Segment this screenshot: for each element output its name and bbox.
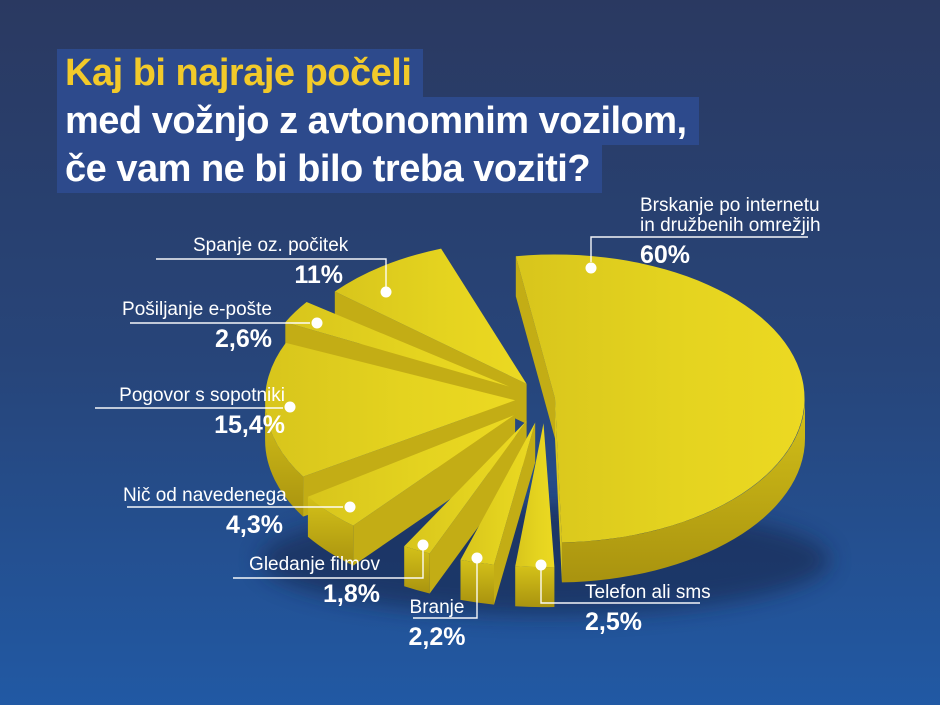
pie-slice-wall-nic-od-navedenega	[353, 415, 514, 566]
pie-slice-wall-gledanje-filmov	[429, 420, 527, 594]
pie-slice-top-brskanje-po-internetu	[515, 254, 805, 543]
callout-label: Pošiljanje e-pošte	[122, 299, 272, 320]
callout-spanje: Spanje oz. počitek 11%	[193, 235, 349, 289]
leader-dot-branje	[471, 552, 483, 564]
pie-slice-wall-brskanje-po-internetu	[515, 256, 555, 439]
callout-posiljanje: Pošiljanje e-pošte 2,6%	[120, 299, 272, 353]
pie-slice-rim-pogovor-s-sopotniki	[265, 400, 304, 517]
pie-slice-top-telefon-ali-sms	[515, 423, 555, 568]
callout-value: 15,4%	[214, 411, 285, 439]
leader-line-branje	[413, 563, 478, 619]
callout-label: Telefon ali sms	[585, 582, 711, 603]
callout-telefon: Telefon ali sms 2,5%	[585, 582, 711, 636]
title-line-2: med vožnjo z avtonomnim vozilom,	[57, 97, 699, 145]
callout-value: 4,3%	[226, 511, 283, 539]
leader-line-gledanje	[233, 550, 424, 579]
title-block: Kaj bi najraje počeli med vožnjo z avton…	[57, 49, 699, 193]
pie-slice-rim-gledanje-filmov	[404, 546, 430, 594]
leader-line-telefon	[540, 570, 700, 604]
leader-dot-spanje	[380, 286, 392, 298]
callout-label: Pogovor s sopotniki	[119, 385, 285, 406]
pie-slice-rim-brskanje-po-internetu	[561, 398, 805, 583]
pie-slice-top-posiljanje-e-poste	[285, 302, 510, 387]
callout-value: 2,6%	[215, 325, 272, 353]
leader-dot-gledanje	[417, 539, 429, 551]
callout-value: 11%	[294, 261, 343, 289]
callout-gledanje: Gledanje filmov 1,8%	[220, 554, 380, 608]
pie-slice-top-pogovor-s-sopotniki	[265, 342, 516, 477]
callout-leaders	[95, 236, 808, 619]
pie-slice-top-branje	[460, 422, 536, 565]
pie-slice-nic-od-navedenega	[307, 415, 514, 566]
pie-slice-top-spanje-oz-pocitek	[334, 248, 527, 384]
callout-branje: Branje 2,2%	[406, 597, 468, 651]
callout-value: 60%	[640, 241, 691, 269]
title-line-1: Kaj bi najraje počeli	[57, 49, 424, 97]
callout-label: Brskanje po internetu in družbenih omrež…	[640, 195, 821, 236]
leader-line-brskanje	[590, 236, 808, 262]
pie-slice-telefon-ali-sms	[515, 423, 555, 608]
leader-dot-posiljanje	[311, 317, 323, 329]
callout-label: Branje	[409, 597, 465, 618]
pie-slices	[265, 248, 805, 608]
leader-dot-brskanje	[585, 262, 597, 274]
leader-dot-nic	[344, 501, 356, 513]
pie-slice-top-gledanje-filmov	[404, 420, 527, 554]
pie-slice-rim-telefon-ali-sms	[515, 566, 555, 608]
pie-slice-top-nic-od-navedenega	[307, 415, 514, 526]
callout-label: Nič od navedenega	[123, 485, 287, 506]
leader-dot-telefon	[535, 559, 547, 571]
pie-slice-wall-branje	[494, 422, 536, 605]
callout-brskanje: Brskanje po internetu in družbenih omrež…	[640, 195, 821, 269]
pie-slice-wall-brskanje-po-internetu	[555, 398, 562, 583]
leader-dot-pogovor	[284, 401, 296, 413]
callout-value: 2,2%	[408, 623, 466, 651]
title-line-3: če vam ne bi bilo treba voziti?	[57, 145, 603, 193]
leader-line-spanje	[156, 258, 387, 287]
callout-nic: Nič od navedenega 4,3%	[123, 485, 287, 539]
callout-dots	[284, 262, 597, 571]
pie-slice-brskanje-po-internetu	[515, 254, 805, 583]
callout-label: Gledanje filmov	[249, 554, 380, 575]
callout-value: 2,5%	[585, 608, 642, 636]
pie-slice-rim-nic-od-navedenega	[307, 496, 354, 566]
callout-value: 1,8%	[323, 580, 380, 608]
callout-label: Spanje oz. počitek	[193, 235, 349, 256]
callout-pogovor: Pogovor s sopotniki 15,4%	[95, 385, 285, 439]
